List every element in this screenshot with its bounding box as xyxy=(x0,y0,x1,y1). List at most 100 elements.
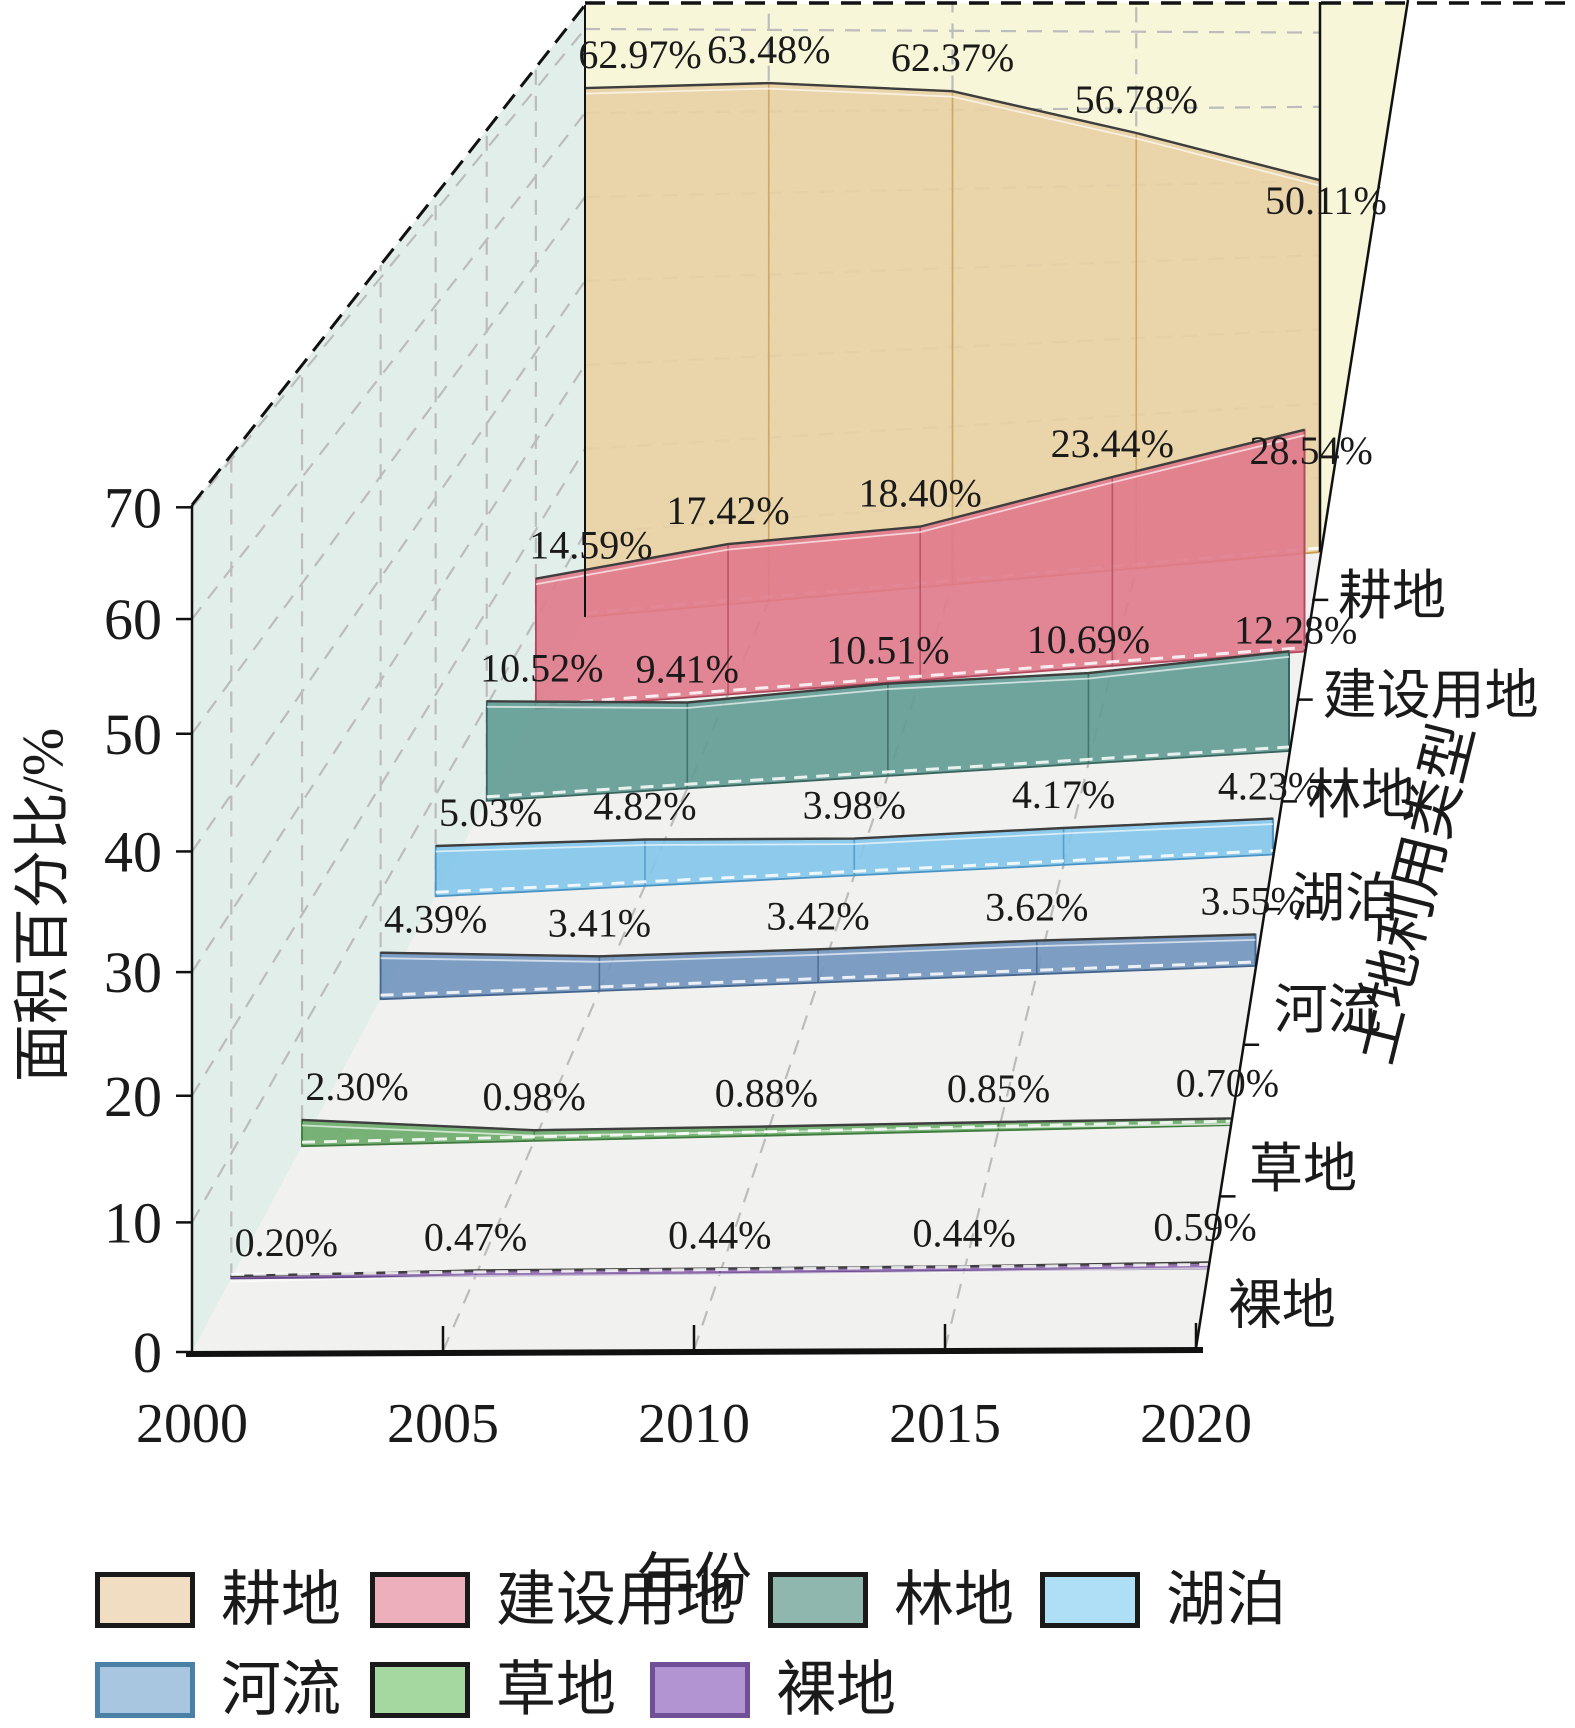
ribbon-top-highlight-lake xyxy=(435,823,1273,853)
legend-item-river: 河流 xyxy=(95,1657,341,1723)
value-label-lake: 4.82% xyxy=(593,783,696,828)
value-label-construction-land: 18.40% xyxy=(859,471,982,516)
y-tick-label: 20 xyxy=(104,1064,162,1129)
y-tick-label: 60 xyxy=(104,587,162,652)
value-label-bare-land: 0.20% xyxy=(235,1220,338,1265)
ribbon-base-dashed-forest xyxy=(486,745,1290,799)
value-label-cultivated-land: 50.11% xyxy=(1265,178,1387,223)
value-label-bare-land: 0.44% xyxy=(668,1213,771,1258)
value-label-forest: 10.69% xyxy=(1027,617,1150,662)
legend-label-forest: 林地 xyxy=(894,1567,1014,1633)
y-tick-label: 0 xyxy=(133,1320,162,1385)
x-tick-label: 2005 xyxy=(387,1393,499,1455)
value-label-river: 3.41% xyxy=(548,900,651,945)
ribbon-base-dashed-grassland xyxy=(301,1119,1231,1144)
ribbon-top-edge-river xyxy=(380,933,1256,958)
legend-swatch-construction-land xyxy=(370,1572,470,1628)
value-label-river: 3.42% xyxy=(766,893,869,938)
legend-swatch-cultivated-land xyxy=(95,1572,195,1628)
value-label-construction-land: 23.44% xyxy=(1051,421,1174,466)
y-tick-label: 30 xyxy=(104,940,162,1005)
value-label-grassland: 0.98% xyxy=(483,1074,586,1119)
x-tick-label: 2015 xyxy=(889,1393,1001,1455)
ribbon-top-highlight-forest xyxy=(486,655,1290,709)
left-wall-pane xyxy=(192,5,585,1352)
value-label-bare-land: 0.47% xyxy=(424,1215,527,1260)
legend-item-bare-land: 裸地 xyxy=(650,1660,896,1720)
legend-item-grassland: 草地 xyxy=(370,1657,616,1723)
y-tick-label: 50 xyxy=(104,702,162,767)
x-tick-label: 2020 xyxy=(1140,1393,1252,1455)
ribbon-top-highlight-bare-land xyxy=(231,1267,1209,1283)
left-wall-gridline xyxy=(191,112,586,620)
x-tick-label: 2010 xyxy=(638,1393,750,1455)
value-label-grassland: 0.70% xyxy=(1176,1061,1279,1106)
legend-label-river: 河流 xyxy=(221,1657,341,1723)
y-tick-label: 40 xyxy=(104,819,162,884)
value-label-construction-land: 28.54% xyxy=(1250,428,1373,473)
legend-label-lake: 湖泊 xyxy=(1166,1567,1286,1633)
legend-item-construction-land: 建设用地 xyxy=(370,1567,736,1633)
left-wall-gridline xyxy=(191,280,586,853)
legend-swatch-bare-land xyxy=(650,1662,750,1718)
value-label-lake: 4.17% xyxy=(1012,772,1115,817)
value-label-river: 3.55% xyxy=(1201,878,1304,923)
left-wall-gridline xyxy=(191,448,586,1097)
ribbon-top-edge-grassland xyxy=(301,1117,1231,1132)
ribbon-top-highlight-construction-land xyxy=(535,434,1305,586)
z-tick-label-grassland: 草地 xyxy=(1249,1139,1357,1199)
ribbon-top-edge-forest xyxy=(486,650,1290,704)
x-axis-line xyxy=(185,1347,1204,1357)
value-label-forest: 9.41% xyxy=(636,647,739,692)
z-tick-label-river: 河流 xyxy=(1274,980,1382,1040)
y-axis-title: 面积百分比/% xyxy=(10,728,75,1082)
y-tick-label: 70 xyxy=(104,475,162,540)
legend-label-grassland: 草地 xyxy=(496,1657,616,1723)
value-label-cultivated-land: 56.78% xyxy=(1075,77,1198,122)
z-tick-label-cultivated-land: 耕地 xyxy=(1338,566,1446,626)
legend-label-construction-land: 建设用地 xyxy=(496,1567,736,1633)
value-label-grassland: 2.30% xyxy=(305,1064,408,1109)
legend-label-cultivated-land: 耕地 xyxy=(221,1567,341,1633)
z-tick-label-lake: 湖泊 xyxy=(1291,868,1399,928)
ribbon-top-highlight-cultivated-land xyxy=(584,87,1321,187)
z-tick-label-bare-land: 裸地 xyxy=(1228,1275,1336,1335)
ribbon-base-dashed-river xyxy=(380,960,1256,997)
value-label-forest: 12.28% xyxy=(1234,607,1357,652)
value-label-forest: 10.51% xyxy=(826,628,949,673)
left-wall-gridline xyxy=(191,196,586,735)
left-wall-gridline xyxy=(191,364,586,973)
z-axis-line xyxy=(1194,0,1410,1349)
legend-item-forest: 林地 xyxy=(768,1567,1014,1633)
left-wall-gridline xyxy=(191,532,586,1223)
value-label-construction-land: 17.42% xyxy=(666,488,789,533)
z-tick-label-construction-land: 建设用地 xyxy=(1323,666,1539,726)
z-tick-label-forest: 林地 xyxy=(1307,765,1415,825)
value-label-forest: 10.52% xyxy=(480,645,603,690)
value-label-river: 3.62% xyxy=(985,885,1088,930)
legend-item-cultivated-land: 耕地 xyxy=(95,1567,341,1633)
value-label-bare-land: 0.44% xyxy=(912,1210,1015,1255)
value-label-lake: 4.23% xyxy=(1218,764,1321,809)
legend-item-lake: 湖泊 xyxy=(1040,1567,1286,1633)
legend-swatch-grassland xyxy=(370,1662,470,1718)
legend-swatch-river xyxy=(95,1662,195,1718)
legend-swatch-forest xyxy=(768,1572,868,1628)
value-label-construction-land: 14.59% xyxy=(529,523,652,568)
ribbon-base-dashed-bare-land xyxy=(231,1262,1209,1276)
value-label-river: 4.39% xyxy=(384,897,487,942)
value-label-lake: 3.98% xyxy=(803,783,906,828)
legend-swatch-lake xyxy=(1040,1572,1140,1628)
ribbon-top-edge-lake xyxy=(435,817,1273,848)
ribbon-top-edge-construction-land xyxy=(535,428,1305,580)
value-label-cultivated-land: 62.37% xyxy=(891,35,1014,80)
back-wall-gridline xyxy=(584,27,1321,34)
y-tick-label: 10 xyxy=(104,1190,162,1255)
value-label-lake: 5.03% xyxy=(439,790,542,835)
value-label-cultivated-land: 62.97% xyxy=(578,32,701,77)
value-label-bare-land: 0.59% xyxy=(1153,1205,1256,1250)
ribbon-base-dashed-construction-land xyxy=(535,646,1305,707)
x-axis-title: 年份 xyxy=(636,1548,752,1613)
left-wall-top-edge xyxy=(190,4,587,506)
